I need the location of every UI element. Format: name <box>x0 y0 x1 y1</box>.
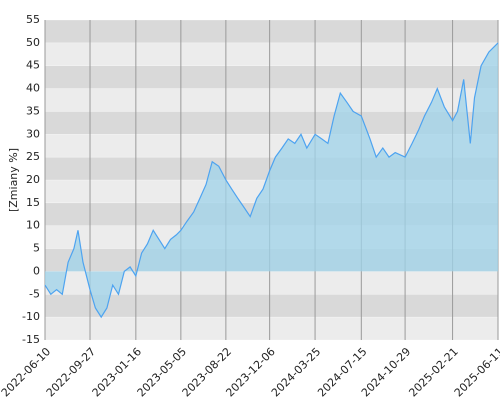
grid-band <box>45 42 498 66</box>
y-tick-label: 20 <box>26 173 40 186</box>
y-axis-label: [Zmiany %] <box>7 148 20 212</box>
y-tick-label: 35 <box>26 104 40 117</box>
y-tick-label: 55 <box>26 13 40 26</box>
y-tick-label: -15 <box>22 333 40 346</box>
y-tick-label: 15 <box>26 196 40 209</box>
area <box>45 42 498 318</box>
line <box>44 42 499 319</box>
y-tick-label: 25 <box>26 150 40 163</box>
grid-band <box>45 294 498 318</box>
y-tick-label: 40 <box>26 82 40 95</box>
y-tick-label: 0 <box>33 264 40 277</box>
grid-band <box>45 271 498 295</box>
y-tick-label: -10 <box>22 310 40 323</box>
grid-band <box>45 111 498 135</box>
y-tick-label: 50 <box>26 36 40 49</box>
grid-band <box>45 88 498 112</box>
grid-band <box>45 317 498 340</box>
y-tick-label: 30 <box>26 127 40 140</box>
y-tick-label: 10 <box>26 219 40 232</box>
grid-band <box>45 65 498 89</box>
y-tick-label: -5 <box>29 287 40 300</box>
y-tick-label: 5 <box>33 242 40 255</box>
grid-band <box>45 20 498 43</box>
y-tick-label: 45 <box>26 59 40 72</box>
